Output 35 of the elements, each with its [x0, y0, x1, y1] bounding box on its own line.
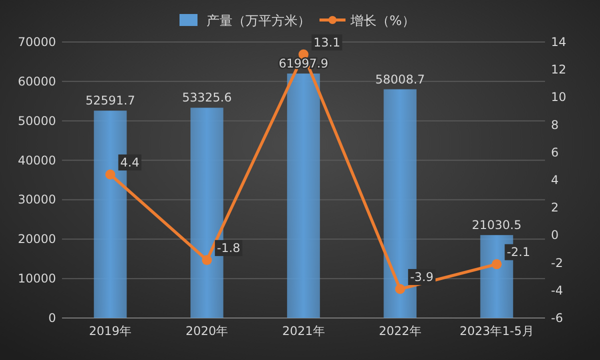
xtick: 2022年	[378, 324, 422, 338]
legend-label: 增长（%）	[350, 14, 415, 29]
y2tick: 0	[551, 228, 559, 242]
y2tick: 12	[551, 62, 566, 77]
data-label: 53325.6	[182, 90, 232, 105]
data-label: 21030.5	[472, 218, 522, 232]
ytick: 40000	[18, 153, 56, 168]
data-label: -1.8	[216, 241, 240, 256]
ytick: 20000	[18, 232, 56, 246]
data-label: 52591.7	[86, 94, 136, 108]
ytick: 60000	[18, 74, 56, 88]
y2tick: 6	[551, 145, 559, 160]
y2tick: 14	[551, 35, 566, 49]
xtick: 2021年	[282, 324, 325, 338]
y2tick: 4	[551, 173, 559, 187]
y2tick: -2	[551, 256, 563, 270]
legend-label: 产量（万平方米）	[206, 14, 310, 29]
data-label: -3.9	[410, 270, 434, 284]
y2tick: -4	[551, 283, 563, 298]
ytick: 70000	[18, 35, 56, 49]
ytick: 0	[48, 311, 56, 325]
xtick: 2019年	[89, 324, 132, 338]
xtick: 2023年1-5月	[460, 324, 534, 338]
data-label: 58008.7	[375, 72, 425, 86]
y2tick: -6	[551, 311, 563, 325]
ytick: 50000	[18, 114, 56, 128]
y2tick: 2	[551, 200, 559, 215]
data-label: 13.1	[314, 35, 340, 50]
ytick: 10000	[18, 272, 56, 286]
data-label: 4.4	[120, 155, 140, 170]
y2tick: 10	[551, 90, 566, 104]
data-label: -2.1	[506, 245, 530, 260]
ytick: 30000	[18, 192, 56, 207]
y2tick: 8	[551, 118, 559, 132]
xtick: 2020年	[186, 324, 228, 338]
